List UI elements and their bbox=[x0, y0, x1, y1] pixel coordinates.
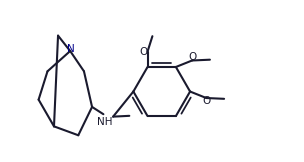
Text: O: O bbox=[139, 47, 148, 57]
Text: N: N bbox=[67, 44, 75, 54]
Text: O: O bbox=[202, 96, 210, 106]
Text: NH: NH bbox=[97, 117, 113, 127]
Text: O: O bbox=[188, 52, 196, 62]
